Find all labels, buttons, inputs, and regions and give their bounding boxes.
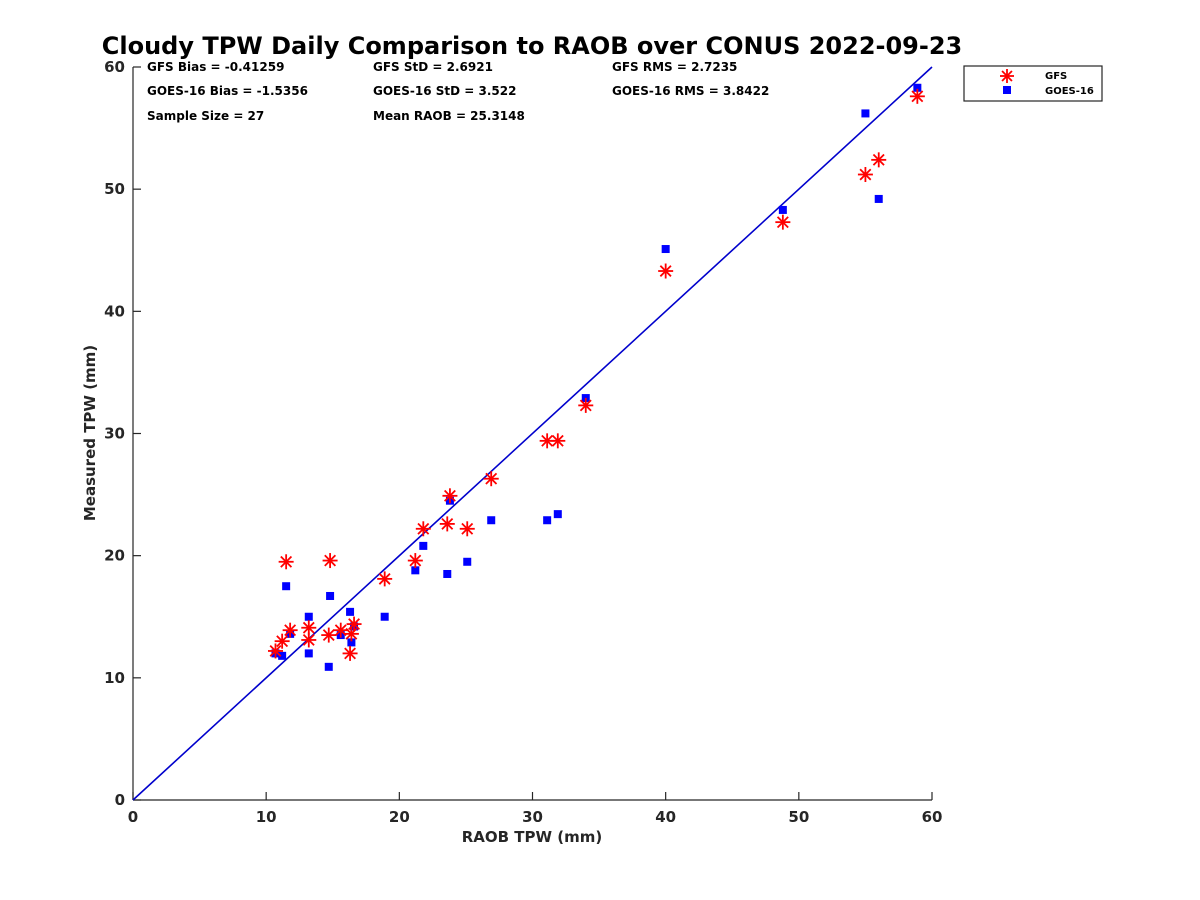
goes16-point xyxy=(443,569,452,578)
legend-goes16-marker xyxy=(1003,86,1011,94)
gfs-point xyxy=(274,633,290,649)
gfs-point xyxy=(322,553,338,569)
gfs-point xyxy=(857,167,873,183)
gfs-point xyxy=(550,433,566,449)
y-tick-label: 40 xyxy=(104,302,125,320)
gfs-point xyxy=(539,433,555,449)
goes16-point xyxy=(282,582,291,591)
y-tick-label: 20 xyxy=(104,547,125,565)
goes16-point xyxy=(346,607,355,616)
goes16-point xyxy=(278,651,287,660)
stat-goes-bias: GOES-16 Bias = -1.5356 xyxy=(147,84,308,98)
x-tick-label: 30 xyxy=(522,808,543,826)
gfs-point xyxy=(282,622,298,638)
gfs-point xyxy=(871,152,887,168)
gfs-point xyxy=(333,622,349,638)
goes16-point xyxy=(380,612,389,621)
x-tick-label: 20 xyxy=(389,808,410,826)
x-tick-label: 0 xyxy=(128,808,138,826)
goes16-point xyxy=(553,510,562,519)
chart-title: Cloudy TPW Daily Comparison to RAOB over… xyxy=(102,32,962,60)
goes16-point xyxy=(463,557,472,566)
stats-block: GFS Bias = -0.41259 GOES-16 Bias = -1.53… xyxy=(147,60,769,123)
stat-gfs-std: GFS StD = 2.6921 xyxy=(373,60,493,74)
x-axis-ticks: 0 10 20 30 40 50 60 xyxy=(128,792,943,826)
goes16-point xyxy=(326,591,335,600)
y-axis-label: Measured TPW (mm) xyxy=(81,345,99,521)
goes16-point xyxy=(543,516,552,525)
legend-gfs-asterisk xyxy=(1000,69,1014,83)
goes16-point xyxy=(324,662,333,671)
gfs-point xyxy=(775,214,791,230)
y-tick-label: 10 xyxy=(104,669,125,687)
goes16-point xyxy=(419,541,428,550)
gfs-point xyxy=(578,397,594,413)
gfs-point xyxy=(415,521,431,537)
goes16-point xyxy=(304,649,313,658)
stat-mean-raob: Mean RAOB = 25.3148 xyxy=(373,109,525,123)
legend-box xyxy=(963,65,1103,102)
gfs-point xyxy=(658,263,674,279)
one-to-one-reference-line xyxy=(132,66,933,801)
goes16-point xyxy=(487,516,496,525)
legend: GFS GOES-16 xyxy=(963,65,1103,102)
gfs-point xyxy=(343,626,359,642)
gfs-point xyxy=(278,554,294,570)
goes16-point xyxy=(411,566,420,575)
gfs-points xyxy=(267,88,925,661)
goes16-point xyxy=(861,109,870,118)
goes16-point xyxy=(913,83,922,92)
stat-gfs-bias: GFS Bias = -0.41259 xyxy=(147,60,284,74)
gfs-point xyxy=(909,88,925,104)
x-tick-label: 60 xyxy=(922,808,943,826)
goes16-point xyxy=(347,638,356,647)
y-tick-label: 0 xyxy=(115,791,125,809)
gfs-point xyxy=(483,471,499,487)
gfs-point xyxy=(459,521,475,537)
goes16-point xyxy=(778,205,787,214)
legend-gfs-marker xyxy=(1000,69,1014,83)
goes16-point xyxy=(874,194,883,203)
legend-goes16-label: GOES-16 xyxy=(1045,86,1094,97)
gfs-point xyxy=(301,632,317,648)
stat-goes-std: GOES-16 StD = 3.522 xyxy=(373,84,516,98)
gfs-point xyxy=(377,571,393,587)
gfs-point xyxy=(267,643,283,659)
stat-gfs-rms: GFS RMS = 2.7235 xyxy=(612,60,737,74)
x-tick-label: 50 xyxy=(788,808,809,826)
goes16-point xyxy=(304,612,313,621)
x-axis-label: RAOB TPW (mm) xyxy=(462,828,603,846)
y-tick-label: 30 xyxy=(104,425,125,443)
x-tick-label: 40 xyxy=(655,808,676,826)
gfs-point xyxy=(342,645,358,661)
gfs-point xyxy=(407,553,423,569)
gfs-point xyxy=(321,627,337,643)
y-tick-label: 60 xyxy=(104,58,125,76)
stat-goes-rms: GOES-16 RMS = 3.8422 xyxy=(612,84,769,98)
stat-sample-size: Sample Size = 27 xyxy=(147,109,264,123)
y-axis-ticks: 0 10 20 30 40 50 60 xyxy=(104,58,141,809)
legend-gfs-label: GFS xyxy=(1045,71,1067,82)
goes16-point xyxy=(661,245,670,254)
y-tick-label: 50 xyxy=(104,180,125,198)
gfs-point xyxy=(439,516,455,532)
gfs-point xyxy=(346,616,362,632)
gfs-point xyxy=(442,488,458,504)
x-tick-label: 10 xyxy=(256,808,277,826)
